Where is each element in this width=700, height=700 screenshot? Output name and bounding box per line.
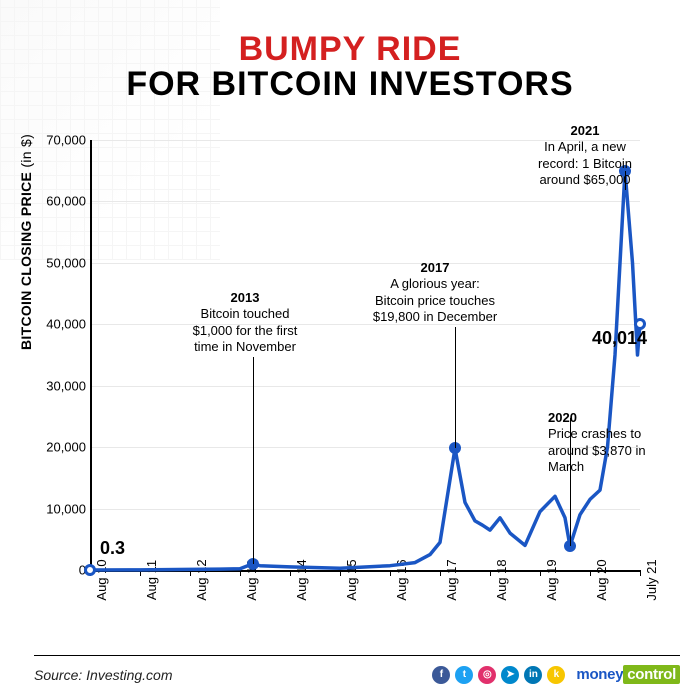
brand-right: control: [623, 665, 680, 684]
annotation-2013: 2013Bitcoin touched $1,000 for the first…: [190, 290, 300, 355]
annotation-2020: 2020Price crashes to around $3,870 in Ma…: [548, 410, 648, 475]
annotation-connector: [253, 357, 254, 564]
y-axis-label-text: BITCOIN CLOSING PRICE: [18, 172, 34, 350]
title-line-1: BUMPY RIDE: [0, 30, 700, 69]
y-tick-label: 30,000: [42, 378, 86, 393]
annotation-year: 2013: [190, 290, 300, 306]
brand-left: money: [576, 666, 623, 683]
y-tick-label: 40,000: [42, 317, 86, 332]
start-value-label: 0.3: [100, 538, 125, 559]
y-tick-label: 60,000: [42, 194, 86, 209]
instagram-icon[interactable]: ◎: [478, 666, 496, 684]
annotation-connector: [455, 327, 456, 448]
social-icons: ft ◎ ➤ ink money control: [432, 665, 680, 684]
source-text: Source: Investing.com: [34, 667, 173, 683]
end-value-label: 40,014: [592, 328, 647, 349]
x-tick-mark: [640, 570, 641, 576]
annotation-connector: [570, 418, 571, 419]
title-line-2: FOR BITCOIN INVESTORS: [0, 65, 700, 104]
facebook-icon[interactable]: f: [432, 666, 450, 684]
y-tick-label: 50,000: [42, 255, 86, 270]
y-tick-label: 20,000: [42, 440, 86, 455]
annotation-year: 2020: [548, 410, 648, 426]
annotation-connector: [625, 171, 626, 190]
annotation-connector: [570, 418, 571, 546]
annotation-year: 2021: [530, 123, 640, 139]
price-line-chart: [90, 140, 640, 570]
start-marker: [84, 564, 96, 576]
koo-icon[interactable]: k: [547, 666, 565, 684]
y-tick-label: 70,000: [42, 133, 86, 148]
y-axis-label-unit: (in $): [18, 134, 34, 168]
annotation-text: Bitcoin touched $1,000 for the first tim…: [193, 306, 298, 354]
telegram-icon[interactable]: ➤: [501, 666, 519, 684]
y-tick-label: 0: [42, 563, 86, 578]
y-tick-label: 10,000: [42, 501, 86, 516]
brand-logo: money control: [576, 665, 680, 684]
annotation-text: Price crashes to around $3,870 in March: [548, 426, 646, 474]
twitter-icon[interactable]: t: [455, 666, 473, 684]
footer-rule: [34, 655, 680, 656]
footer: Source: Investing.com ft ◎ ➤ ink money cont…: [34, 665, 680, 684]
annotation-year: 2017: [370, 260, 500, 276]
annotation-2021: 2021In April, a new record: 1 Bitcoin ar…: [530, 123, 640, 188]
linkedin-icon[interactable]: in: [524, 666, 542, 684]
y-axis-label: BITCOIN CLOSING PRICE (in $): [18, 134, 34, 350]
annotation-2017: 2017A glorious year: Bitcoin price touch…: [370, 260, 500, 325]
annotation-text: In April, a new record: 1 Bitcoin around…: [538, 139, 632, 187]
chart-title: BUMPY RIDE FOR BITCOIN INVESTORS: [0, 0, 700, 104]
x-tick-label: July 21: [644, 559, 659, 600]
annotation-text: A glorious year: Bitcoin price touches $…: [373, 276, 497, 324]
